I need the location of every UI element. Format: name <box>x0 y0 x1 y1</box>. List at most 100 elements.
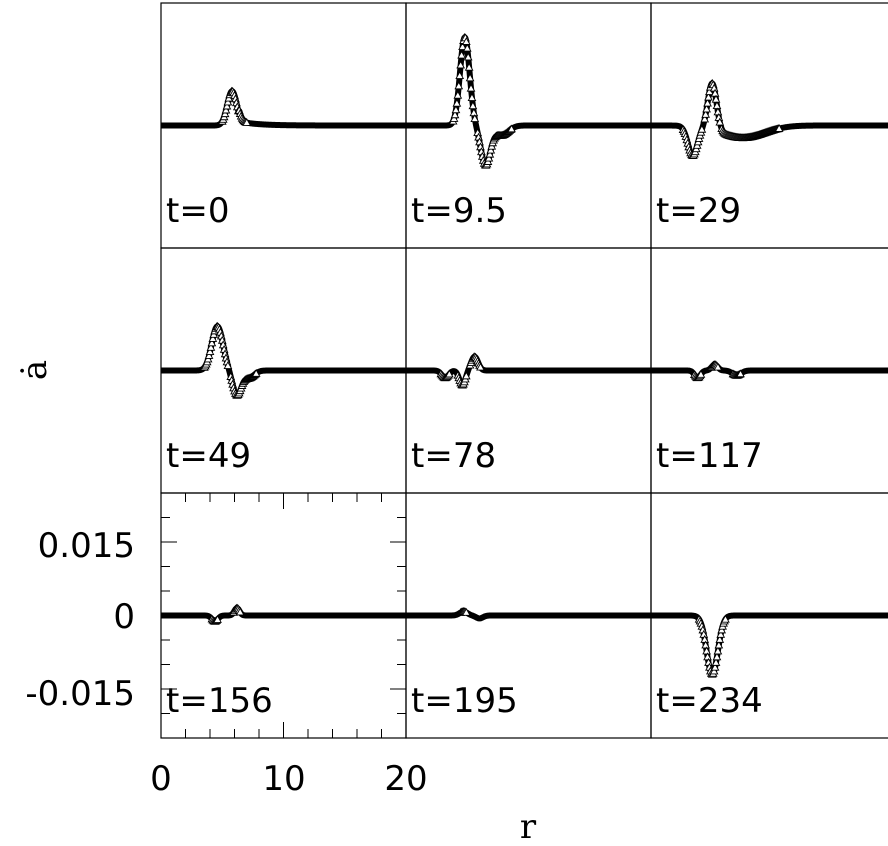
data-point <box>714 640 724 649</box>
data-point <box>461 371 471 380</box>
data-point <box>205 347 215 356</box>
time-label: t=78 <box>411 436 496 476</box>
data-point <box>464 62 474 71</box>
data-point <box>476 362 485 371</box>
data-point <box>485 149 495 158</box>
data-point <box>208 334 218 342</box>
data-point <box>701 109 711 118</box>
data-point <box>444 369 454 378</box>
marker-group <box>207 603 245 625</box>
x-tick-label-10: 10 <box>262 759 305 799</box>
data-point <box>704 92 713 101</box>
data-point <box>463 52 473 61</box>
time-label: t=49 <box>166 436 251 476</box>
time-label: t=156 <box>166 681 273 721</box>
data-point <box>251 368 261 377</box>
panel-9: t=234 <box>648 492 888 739</box>
panel-6: t=117 <box>648 247 888 494</box>
panel-5: t=78 <box>403 247 654 494</box>
data-point <box>486 145 496 154</box>
data-point <box>461 37 471 45</box>
data-point <box>710 662 720 671</box>
data-point <box>702 646 711 655</box>
time-label: t=9.5 <box>411 191 507 231</box>
panel-7: t=156 <box>158 492 409 739</box>
panel-8: t=195 <box>403 492 654 739</box>
data-point <box>221 105 231 114</box>
data-point <box>222 101 232 110</box>
series-line <box>158 605 409 625</box>
data-point <box>712 101 722 110</box>
data-point <box>774 123 784 132</box>
x-tick-label-20: 20 <box>384 759 427 799</box>
data-point <box>701 640 711 649</box>
data-point <box>461 607 471 616</box>
panel-2: t=9.5 <box>403 2 654 249</box>
data-point <box>457 50 466 59</box>
axis-labels: 0 10 20 0.015 0 -0.015 r ȧ <box>15 360 537 846</box>
data-point <box>455 71 465 79</box>
data-point <box>716 629 726 638</box>
x-tick-label-0: 0 <box>150 759 172 799</box>
data-point <box>465 73 475 82</box>
marker-group <box>678 78 784 160</box>
panels-group: t=0 t=9.5 t=29 t=49 t=78 t=117 t=156 t=195 t=234 <box>158 2 888 739</box>
data-point <box>715 117 725 126</box>
data-point <box>204 351 214 359</box>
data-point <box>736 369 745 378</box>
marker-group <box>694 614 730 678</box>
time-label: t=117 <box>656 436 763 476</box>
series-line <box>158 323 409 399</box>
time-label: t=195 <box>411 681 518 721</box>
panel-1: t=0 <box>158 2 409 249</box>
time-label: t=234 <box>656 681 763 721</box>
data-point <box>696 369 706 378</box>
marker-group <box>689 360 745 382</box>
data-point <box>721 614 730 623</box>
data-point <box>703 98 712 107</box>
marker-group <box>448 33 516 169</box>
data-point <box>711 94 721 103</box>
data-point <box>206 342 216 351</box>
data-point <box>712 652 722 661</box>
data-point <box>710 88 720 97</box>
data-point <box>451 105 461 114</box>
time-label: t=29 <box>656 191 741 231</box>
data-point <box>697 124 707 133</box>
data-point <box>467 93 477 101</box>
data-point <box>713 362 723 371</box>
data-point <box>450 110 460 119</box>
data-point <box>713 646 723 655</box>
series-line <box>403 34 654 169</box>
data-point <box>466 83 476 92</box>
data-point <box>711 657 721 666</box>
data-point <box>223 97 233 106</box>
data-point <box>715 634 725 643</box>
series-line <box>648 361 888 381</box>
data-point <box>453 90 463 99</box>
data-point <box>700 114 710 123</box>
data-point <box>456 60 466 69</box>
data-point <box>242 118 252 126</box>
x-axis-title: r <box>520 807 537 846</box>
marker-group <box>456 607 471 616</box>
series-line <box>403 608 654 622</box>
data-point <box>484 153 494 162</box>
data-point <box>207 338 217 347</box>
data-point <box>452 98 462 107</box>
y-tick-label-0.015: 0.015 <box>38 526 135 566</box>
data-point <box>470 114 480 122</box>
series-line <box>648 612 888 678</box>
data-point <box>454 81 464 90</box>
data-point <box>235 607 245 616</box>
data-point <box>702 104 711 113</box>
marker-group <box>436 352 485 389</box>
series-line <box>158 88 409 129</box>
panel-4: t=49 <box>158 247 409 494</box>
data-point <box>507 124 516 133</box>
data-point <box>709 666 719 675</box>
time-label: t=0 <box>166 191 229 231</box>
data-point <box>213 615 222 623</box>
y-tick-label-0: 0 <box>113 597 135 637</box>
data-point <box>468 101 478 110</box>
